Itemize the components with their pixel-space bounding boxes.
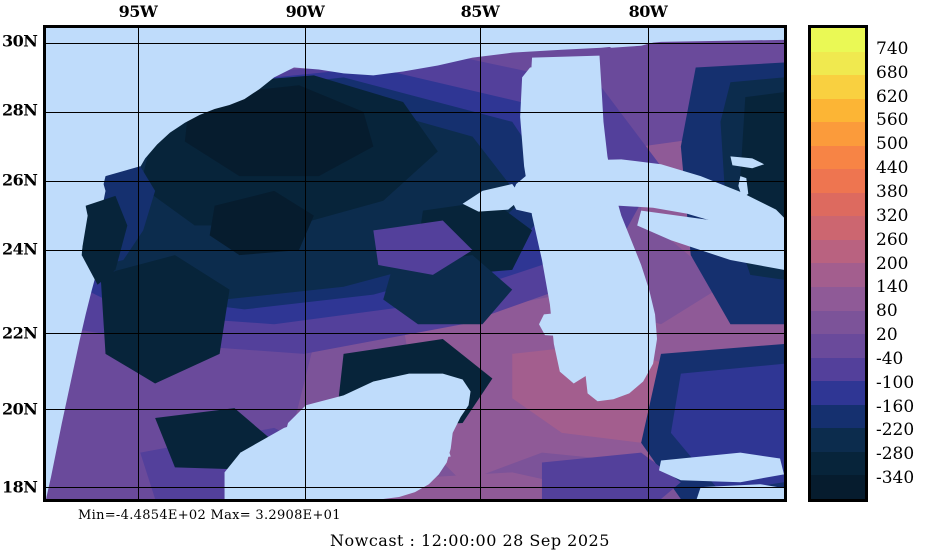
colorbar[interactable] bbox=[808, 25, 868, 502]
gridline-lat-22n bbox=[46, 333, 784, 334]
colorbar-tick-500: 500 bbox=[876, 134, 909, 155]
lat-tick-28n: 28N bbox=[2, 100, 38, 120]
gridline-lat-20n bbox=[46, 409, 784, 410]
colorbar-band-4 bbox=[811, 122, 865, 146]
gridline-lon-90w bbox=[305, 28, 306, 499]
colorbar-band-3 bbox=[811, 98, 865, 123]
colorbar-band-11 bbox=[811, 287, 865, 311]
gridline-lat-24n bbox=[46, 250, 784, 251]
gridline-lat-28n bbox=[46, 112, 784, 113]
colorbar-band-18 bbox=[811, 451, 865, 476]
colorbar-band-6 bbox=[811, 169, 865, 193]
gridline-lat-26n bbox=[46, 181, 784, 182]
lon-tick-85w: 85W bbox=[460, 2, 500, 21]
colorbar-tick-minus340: -340 bbox=[876, 468, 915, 489]
colorbar-band-1 bbox=[811, 51, 865, 76]
lat-tick-26n: 26N bbox=[2, 170, 38, 190]
colorbar-tick-320: 320 bbox=[876, 205, 909, 226]
colorbar-tick-620: 620 bbox=[876, 86, 909, 107]
colorbar-tick-80: 80 bbox=[876, 301, 898, 322]
colorbar-band-16 bbox=[811, 404, 865, 429]
colorbar-tick-680: 680 bbox=[876, 62, 909, 83]
colorbar-band-13 bbox=[811, 334, 865, 358]
colorbar-tick-380: 380 bbox=[876, 181, 909, 202]
colorbar-band-17 bbox=[811, 428, 865, 452]
lon-tick-80w: 80W bbox=[628, 2, 668, 21]
colorbar-tick-minus40: -40 bbox=[876, 348, 904, 369]
lat-tick-24n: 24N bbox=[2, 239, 38, 259]
colorbar-tick-minus100: -100 bbox=[876, 372, 915, 393]
colorbar-band-8 bbox=[811, 216, 865, 240]
lon-tick-95w: 95W bbox=[118, 2, 158, 21]
lat-tick-30n: 30N bbox=[2, 31, 38, 51]
colorbar-tick-740: 740 bbox=[876, 38, 909, 59]
gridline-lat-18n bbox=[46, 487, 784, 488]
colorbar-band-5 bbox=[811, 145, 865, 170]
gridline-lat-30n bbox=[46, 43, 784, 44]
gridline-lon-85w bbox=[480, 28, 481, 499]
nowcast-caption: Nowcast : 12:00:00 28 Sep 2025 bbox=[330, 531, 610, 550]
colorbar-band-15 bbox=[811, 381, 865, 405]
map-plot-area[interactable] bbox=[43, 25, 787, 502]
lon-tick-90w: 90W bbox=[285, 2, 325, 21]
colorbar-tick-560: 560 bbox=[876, 110, 909, 131]
contour-field bbox=[46, 28, 784, 499]
colorbar-band-9 bbox=[811, 239, 865, 264]
colorbar-band-12 bbox=[811, 310, 865, 335]
colorbar-band-14 bbox=[811, 357, 865, 382]
colorbar-tick-minus160: -160 bbox=[876, 396, 915, 417]
colorbar-band-19 bbox=[811, 475, 865, 499]
colorbar-band-0 bbox=[811, 28, 865, 52]
colorbar-band-2 bbox=[811, 75, 865, 99]
colorbar-tick-140: 140 bbox=[876, 277, 909, 298]
lat-tick-20n: 20N bbox=[2, 399, 38, 419]
colorbar-tick-440: 440 bbox=[876, 158, 909, 179]
colorbar-tick-260: 260 bbox=[876, 229, 909, 250]
lat-tick-22n: 22N bbox=[2, 323, 38, 343]
min-max-annotation: Min=-4.4854E+02 Max= 3.2908E+01 bbox=[78, 508, 341, 523]
colorbar-tick-20: 20 bbox=[876, 325, 898, 346]
colorbar-tick-200: 200 bbox=[876, 253, 909, 274]
colorbar-tick-minus280: -280 bbox=[876, 444, 915, 465]
colorbar-band-7 bbox=[811, 192, 865, 217]
colorbar-tick-minus220: -220 bbox=[876, 420, 915, 441]
colorbar-band-10 bbox=[811, 263, 865, 288]
gridline-lon-80w bbox=[648, 28, 649, 499]
gridline-lon-95w bbox=[138, 28, 139, 499]
lat-tick-18n: 18N bbox=[2, 477, 38, 497]
